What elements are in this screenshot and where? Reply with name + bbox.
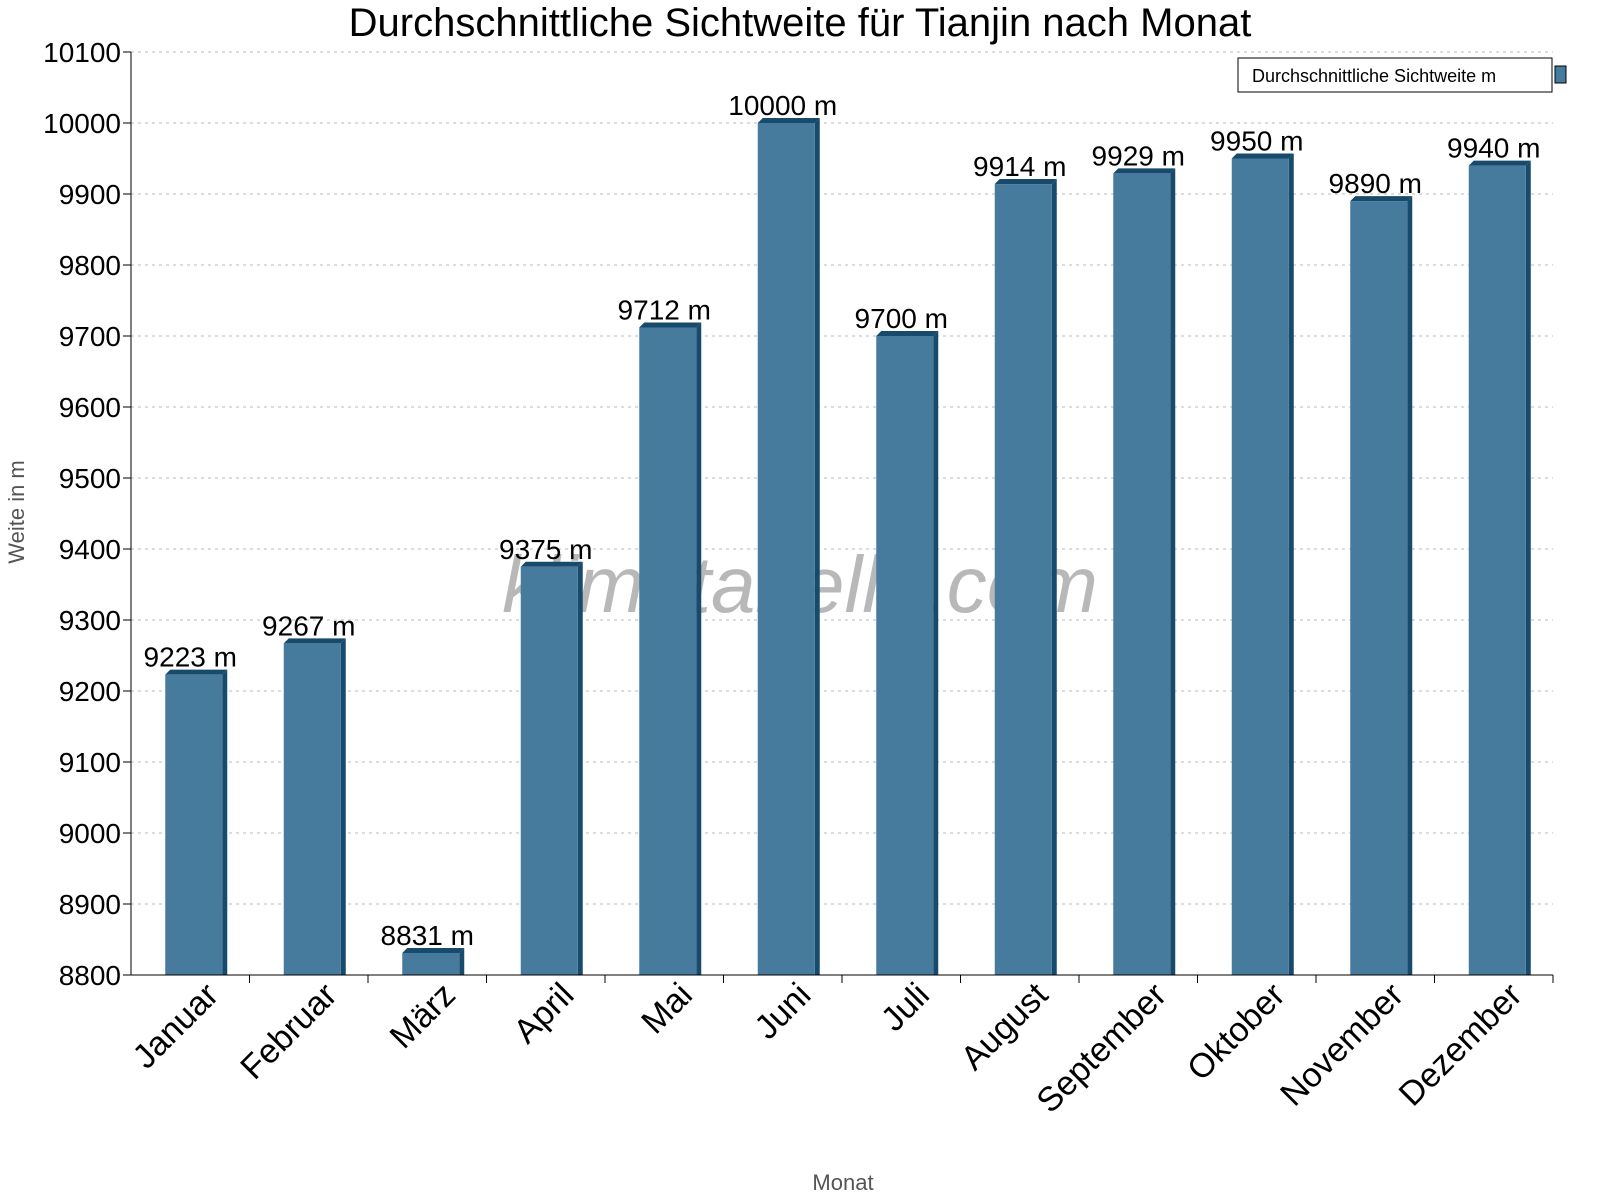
bar [1350,201,1408,976]
bar-top [283,638,346,644]
bar-side [814,118,820,975]
y-tick-label: 10100 [43,37,121,68]
x-tick-label: August [954,975,1056,1077]
x-tick-label: Juli [874,976,937,1039]
bar-side [340,638,346,975]
bar-top [994,179,1057,185]
bar [402,952,460,975]
data-label: 9950 m [1210,126,1303,157]
bar-side [459,947,465,975]
y-tick-label: 9400 [59,534,121,565]
bar-top [1468,160,1531,166]
bar-top [1113,168,1176,174]
bar-side [577,561,583,975]
bar-side [1525,160,1531,976]
bar-side [933,331,939,975]
x-axis-label: Monat [812,1170,873,1195]
y-axis-label: Weite in m [4,460,29,564]
bar [876,336,934,975]
bar [283,643,341,975]
bar [1468,165,1526,976]
bar-top [876,331,939,336]
legend-swatch [1554,65,1567,84]
legend-label: Durchschnittliche Sichtweite m [1252,66,1496,86]
data-label: 9890 m [1329,168,1422,199]
bar [639,327,697,976]
legend: Durchschnittliche Sichtweite m [1237,57,1567,93]
bar [520,566,578,975]
bar [165,674,223,975]
bar-side [222,669,228,975]
x-tick-label: Juni [747,976,818,1047]
data-label: 9940 m [1447,133,1540,164]
bar [994,184,1052,975]
data-label: 8831 m [381,920,474,951]
bar-top [757,118,820,123]
y-tick-label: 9900 [59,179,121,210]
bar-top [520,561,583,567]
x-tick-label: März [383,976,463,1056]
data-label: 9267 m [262,610,355,641]
chart-title: Durchschnittliche Sichtweite für Tianjin… [349,1,1252,45]
data-label: 9929 m [1092,140,1185,171]
gridlines [131,51,1553,905]
y-tick-label: 9200 [59,676,121,707]
y-tick-label: 9700 [59,321,121,352]
y-tick-label: 9500 [59,463,121,494]
bar-side [1170,168,1176,975]
data-label: 9914 m [973,151,1066,182]
bar-top [165,669,228,675]
bar-top [1350,196,1413,202]
data-label: 9375 m [499,534,592,565]
x-tick-label: Mai [634,976,700,1042]
bar [1231,158,1289,975]
bar [757,123,815,975]
y-tick-label: 9800 [59,250,121,281]
y-tick-label: 10000 [43,108,121,139]
y-tick-label: 9300 [59,605,121,636]
x-tick-label: April [506,976,581,1051]
data-labels: 9223 m 9267 m 8831 m 9375 m 9712 m 10000 m 970… [144,90,1541,951]
bar-side [696,322,702,976]
bar [1113,173,1171,975]
bar-top [1231,153,1294,159]
y-tick-label: 9100 [59,747,121,778]
x-tick-label: Oktober [1180,976,1292,1088]
y-tick-label: 9000 [59,818,121,849]
data-label: 9223 m [144,642,237,673]
x-tick-label: November [1273,976,1411,1114]
data-label: 9700 m [855,303,948,334]
bars [165,118,1531,976]
x-tick-label: Januar [126,976,226,1076]
bar-side [1051,179,1057,975]
bar-top [402,947,465,953]
x-tick-label: Februar [233,976,344,1087]
data-label: 10000 m [728,90,837,121]
x-tick-label: September [1029,976,1173,1120]
bar-side [1407,196,1413,976]
y-tick-label: 8900 [59,889,121,920]
y-tick-label: 8800 [59,960,121,991]
y-tick-label: 9600 [59,392,121,423]
x-tick-label: Dezember [1392,976,1530,1114]
bar-top [639,322,702,328]
bar-side [1288,153,1294,975]
data-label: 9712 m [618,294,711,325]
